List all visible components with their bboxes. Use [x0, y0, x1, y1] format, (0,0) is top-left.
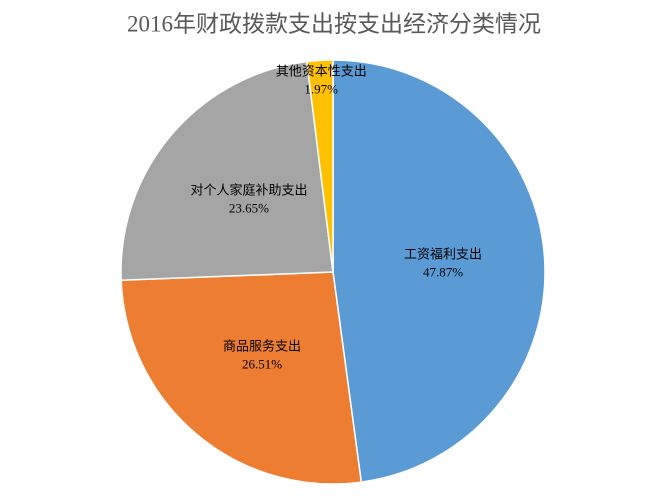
slice-value-label: 23.65%	[229, 201, 269, 216]
chart-title: 2016年财政拨款支出按支出经济分类情况	[127, 11, 541, 36]
slice-value-label: 1.97%	[304, 82, 338, 97]
pie-slice	[332, 59, 546, 483]
slice-label: 其他资本性支出	[276, 64, 367, 79]
pie-slice	[120, 271, 363, 485]
slice-value-label: 26.51%	[242, 356, 282, 371]
slice-value-label: 47.87%	[423, 265, 463, 280]
slice-label: 工资福利支出	[404, 247, 482, 262]
slice-label: 对个人家庭补助支出	[190, 183, 307, 198]
slice-label: 商品服务支出	[223, 338, 301, 353]
pie-slice	[120, 60, 334, 282]
pie-slice	[305, 59, 334, 273]
